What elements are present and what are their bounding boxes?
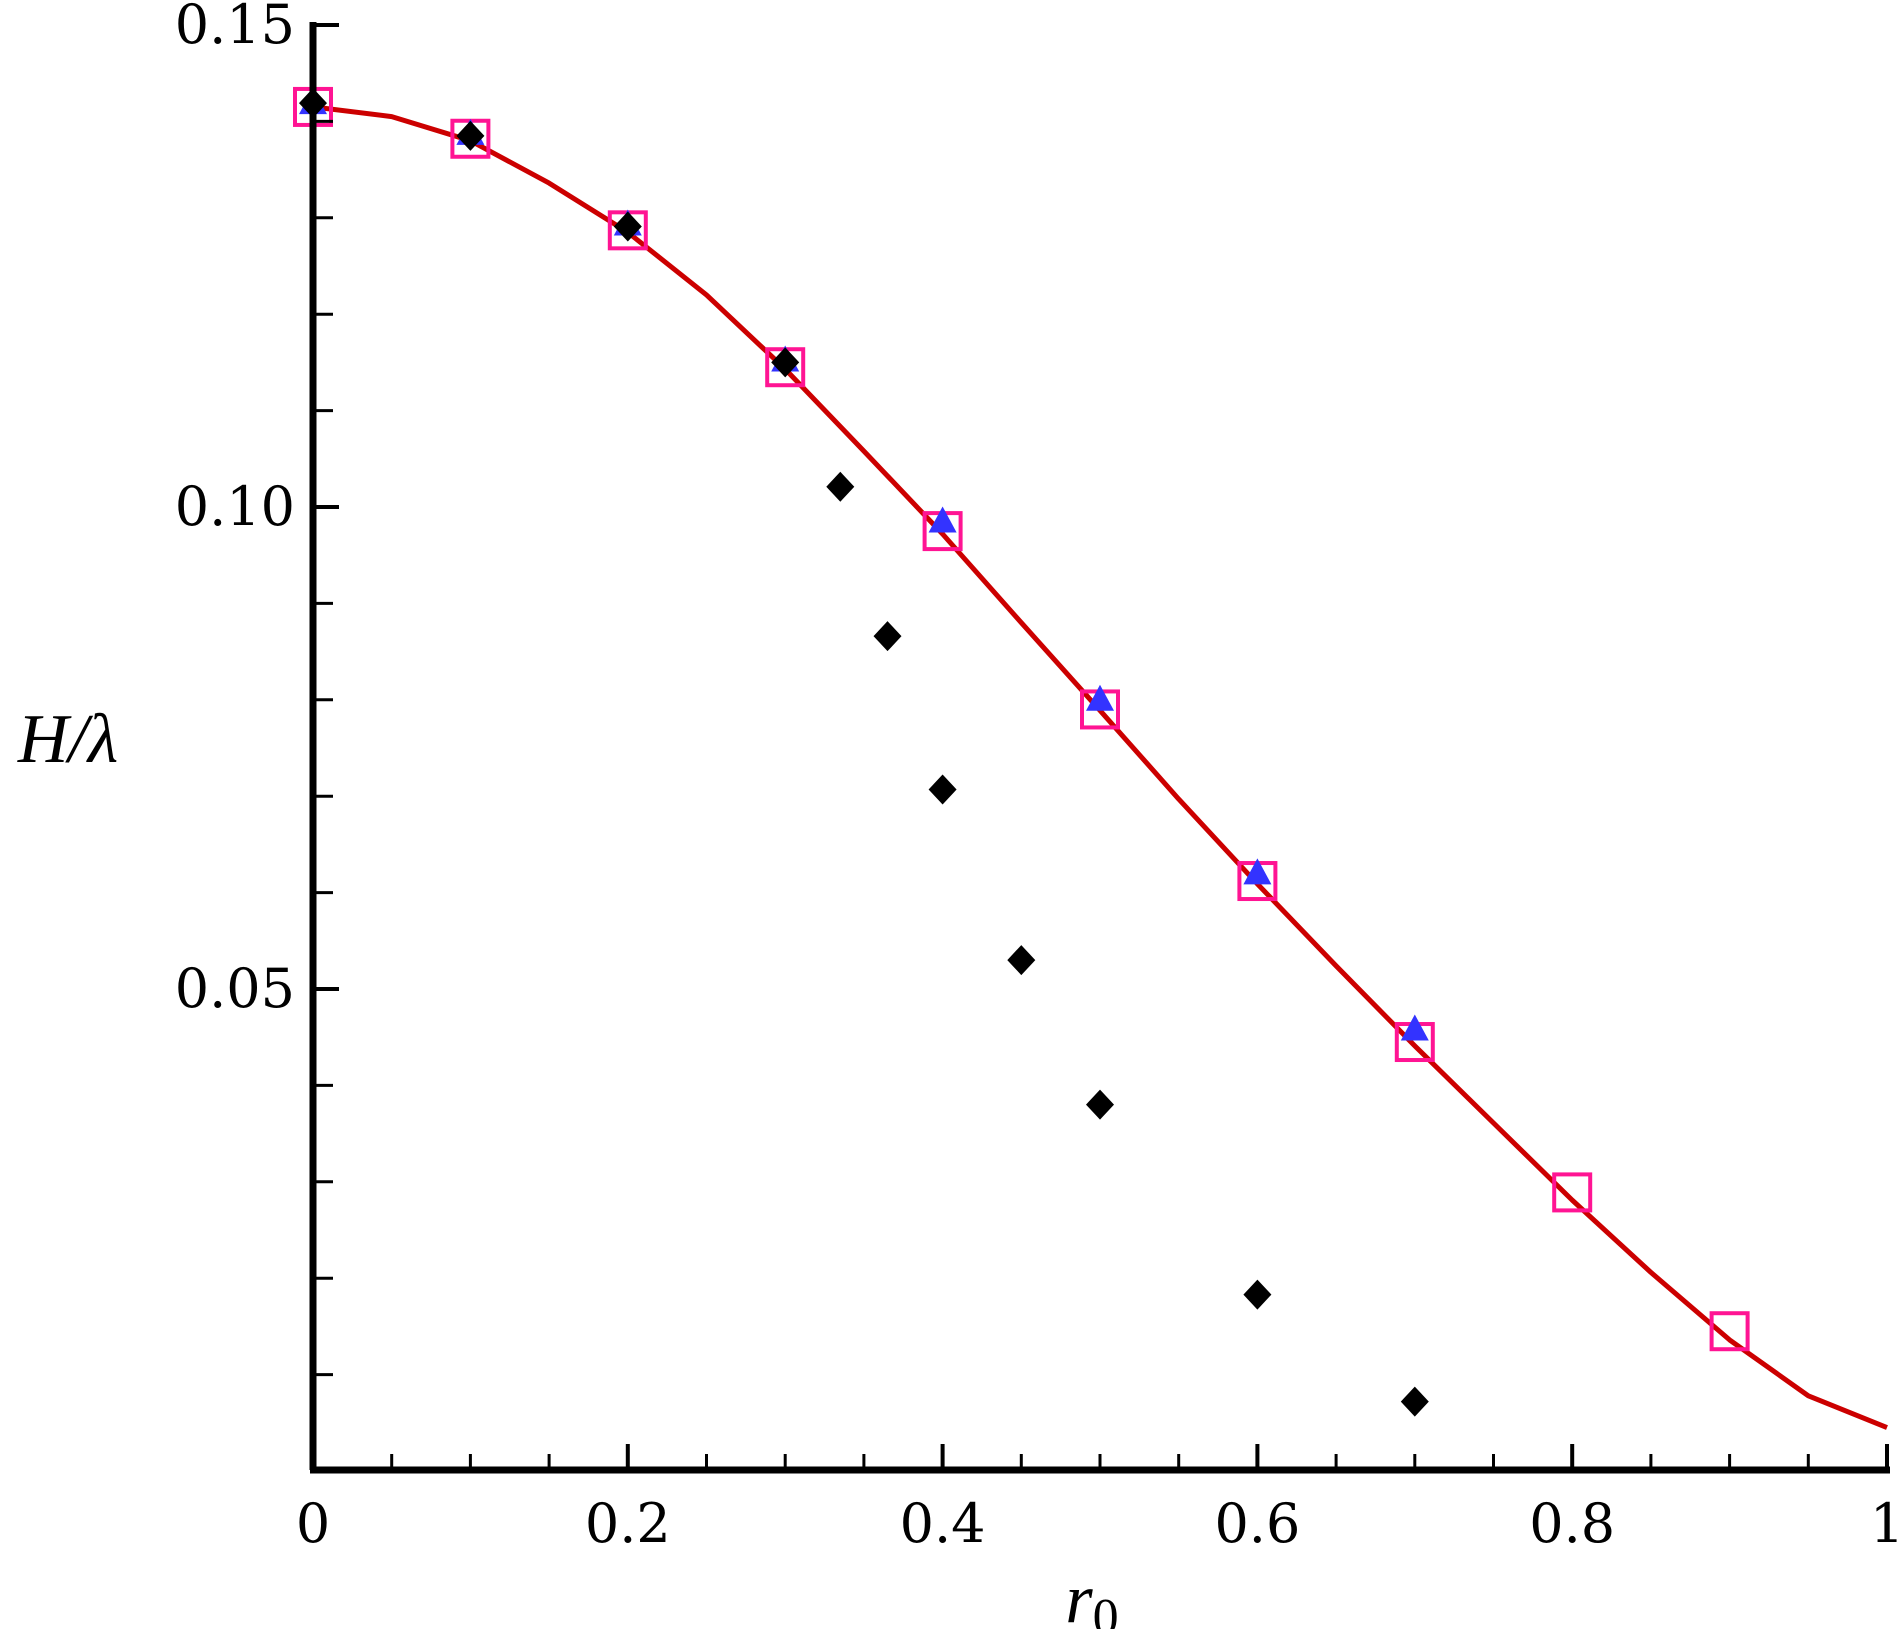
diamond-marker bbox=[928, 774, 957, 805]
diamond-marker bbox=[1400, 1386, 1429, 1417]
diamond-marker bbox=[1243, 1279, 1272, 1310]
square-marker bbox=[1552, 1172, 1593, 1213]
triangle-marker bbox=[1400, 1014, 1429, 1041]
triangle-marker bbox=[1243, 858, 1272, 885]
x-tick-label: 0.2 bbox=[585, 1492, 671, 1555]
square-marker bbox=[1709, 1311, 1750, 1352]
marker-series-group bbox=[293, 86, 1750, 1417]
axes-group bbox=[309, 22, 1890, 1474]
tick-labels-group: 0 0.2 0.4 0.6 0.8 1 0.05 0.10 0.15 bbox=[175, 0, 1900, 1555]
diamond-marker bbox=[1007, 945, 1036, 976]
diamond-marker bbox=[613, 211, 642, 242]
diamond-marker bbox=[1086, 1089, 1114, 1120]
x-axis-title: r0 bbox=[1065, 1561, 1118, 1629]
y-axis-title: H/λ bbox=[17, 701, 118, 778]
model-curve bbox=[312, 104, 1888, 1430]
x-axis-title-subscript: 0 bbox=[1093, 1589, 1119, 1629]
triangle-marker bbox=[928, 506, 957, 533]
x-tick-label: 0.4 bbox=[900, 1492, 986, 1555]
x-tick-label: 0 bbox=[296, 1492, 330, 1555]
diamond-marker bbox=[826, 471, 855, 502]
x-tick-label: 1 bbox=[1870, 1492, 1900, 1555]
x-axis-title-main: r bbox=[1065, 1561, 1093, 1629]
diamond-marker bbox=[771, 347, 800, 378]
x-tick-label: 0.6 bbox=[1214, 1492, 1300, 1555]
diamond-marker bbox=[456, 120, 485, 151]
x-tick-label: 0.8 bbox=[1529, 1492, 1615, 1555]
y-tick-label: 0.15 bbox=[175, 0, 295, 56]
y-tick-label: 0.05 bbox=[175, 957, 295, 1020]
triangle-marker bbox=[1086, 684, 1114, 711]
y-tick-label: 0.10 bbox=[175, 475, 295, 538]
line-series-group bbox=[312, 104, 1888, 1430]
diamond-marker bbox=[873, 621, 902, 652]
